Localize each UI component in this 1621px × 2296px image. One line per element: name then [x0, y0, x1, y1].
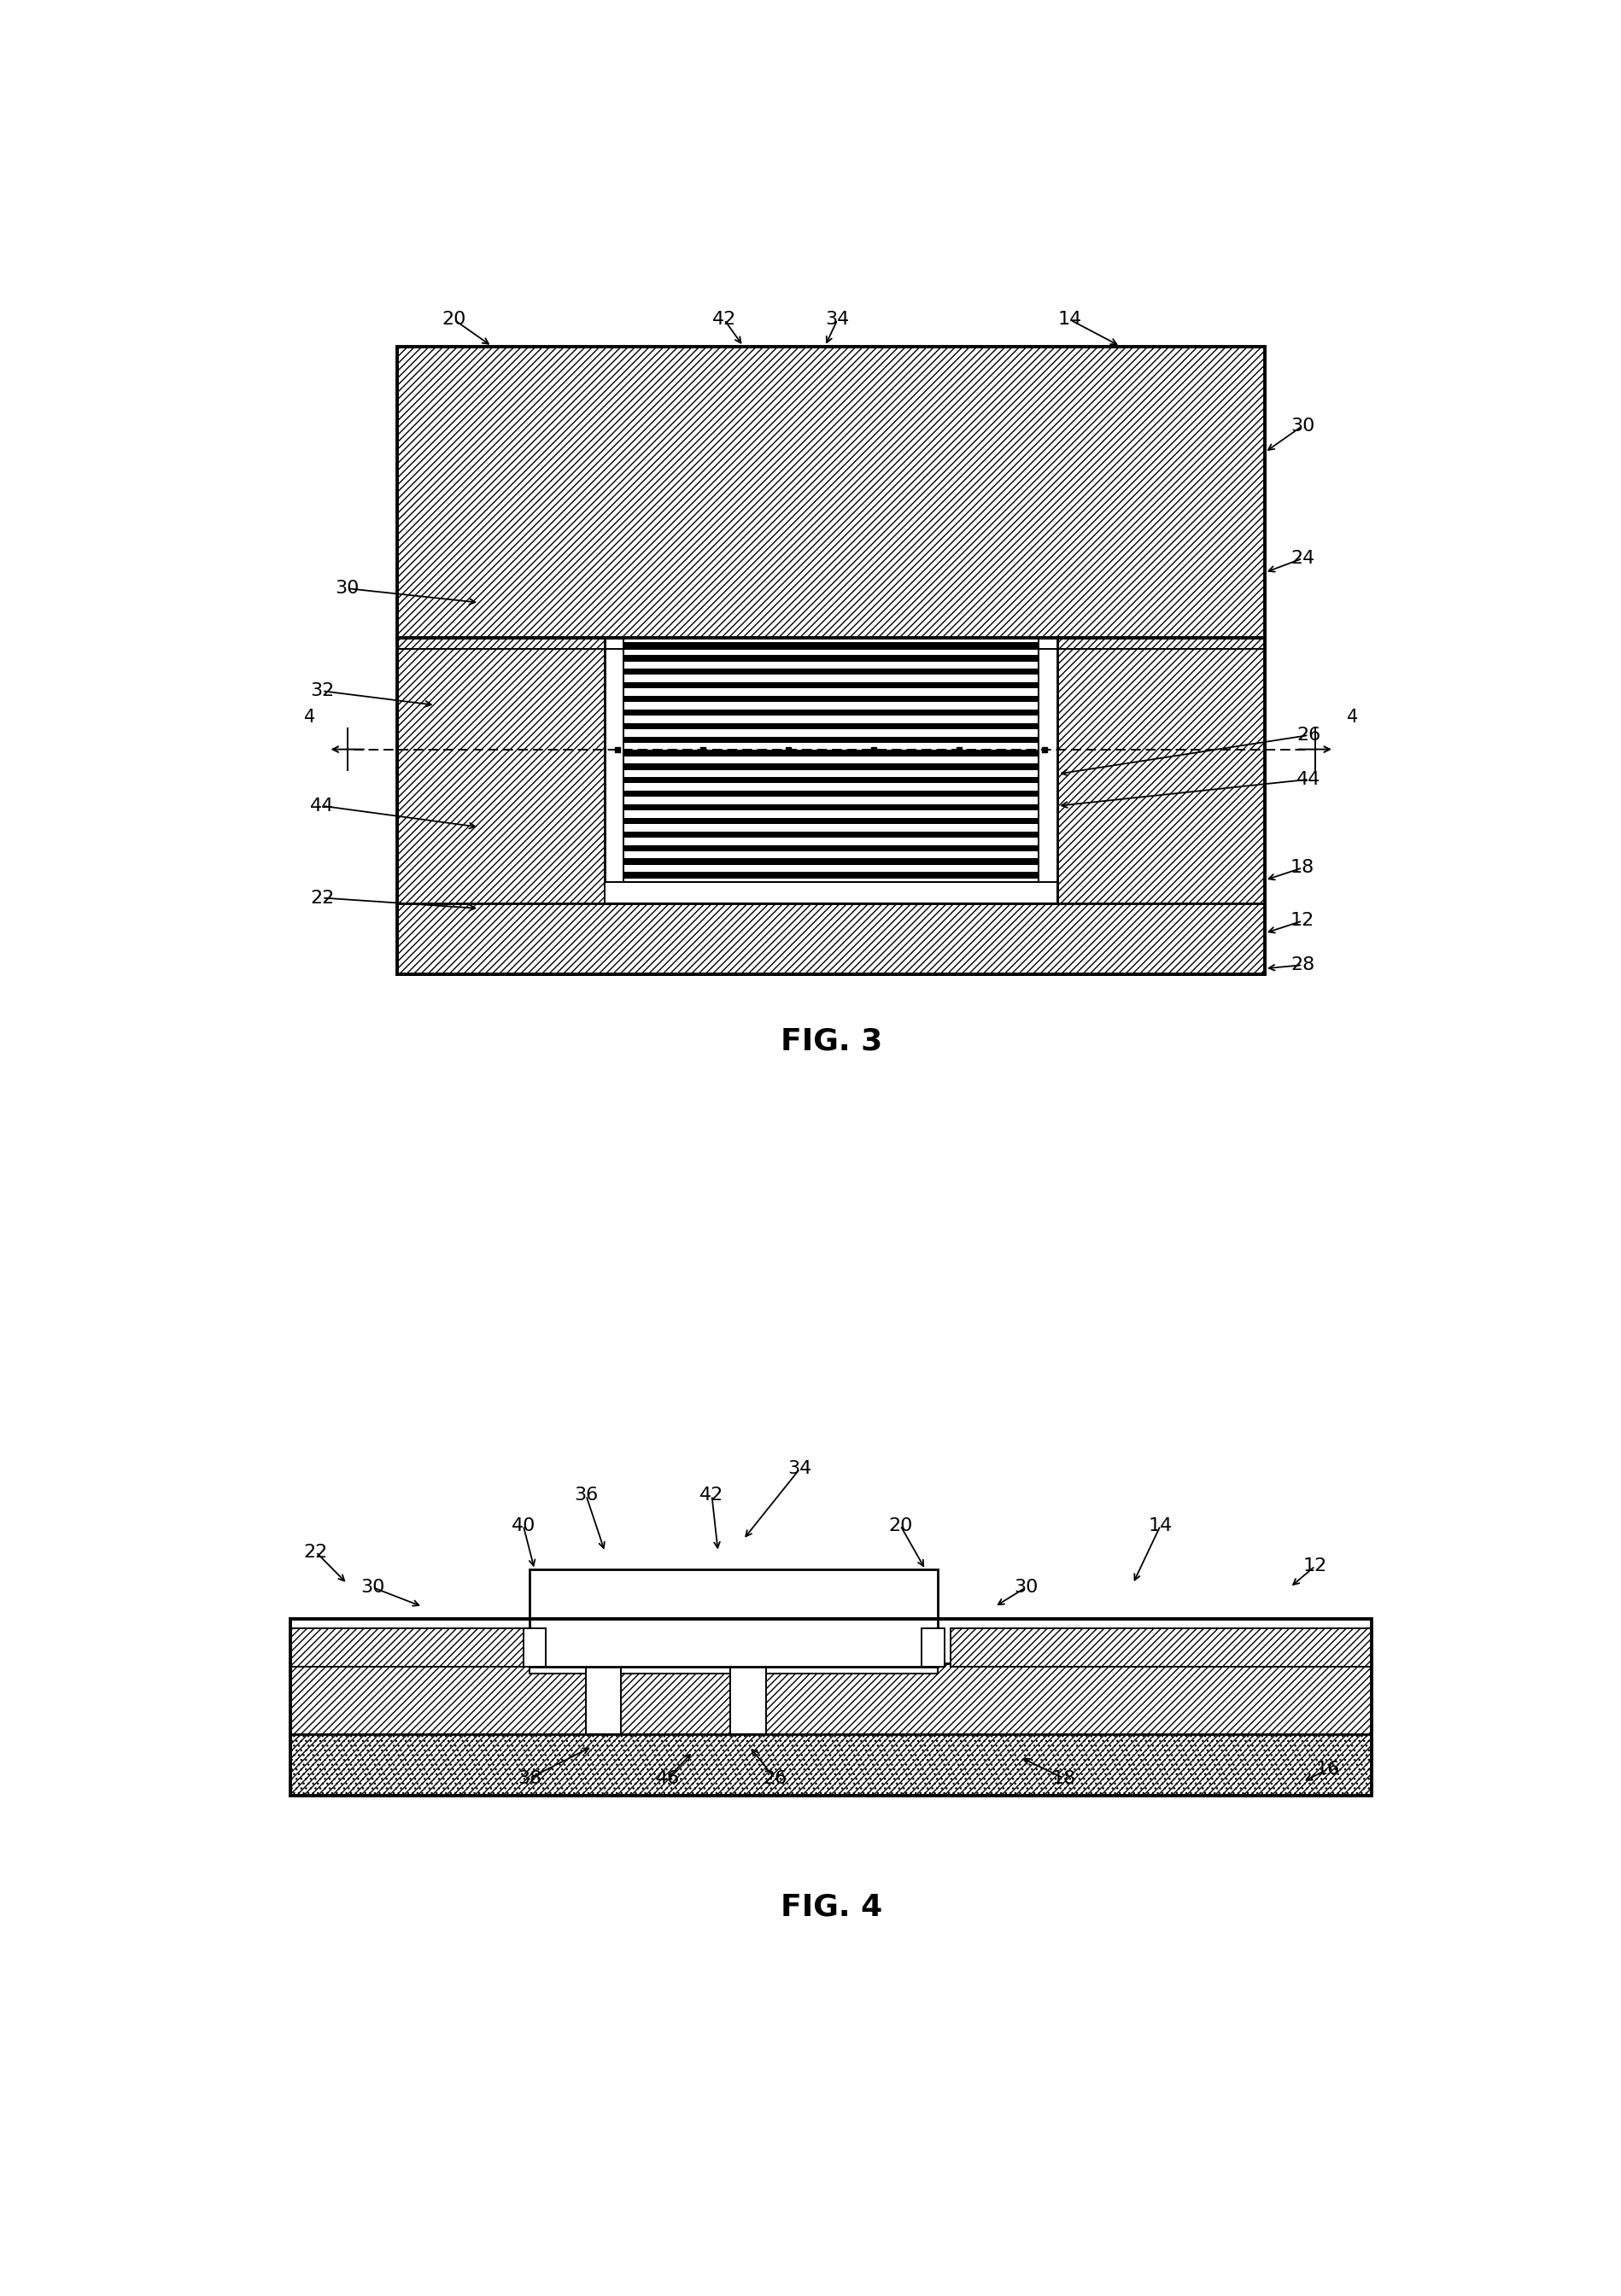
Text: 26: 26 — [762, 1770, 786, 1786]
Bar — [624, 831, 1037, 838]
Text: FIG. 4: FIG. 4 — [780, 1892, 882, 1922]
Text: 16: 16 — [1315, 1761, 1339, 1777]
Text: 12: 12 — [1290, 912, 1315, 930]
Text: 4: 4 — [1347, 709, 1358, 726]
Text: 24: 24 — [1290, 549, 1315, 567]
Bar — [624, 790, 1037, 797]
Text: 14: 14 — [1057, 312, 1081, 328]
Bar — [624, 765, 1037, 769]
Bar — [585, 1667, 621, 1733]
Text: 26: 26 — [1297, 726, 1319, 744]
Bar — [290, 1729, 1371, 1795]
Bar — [950, 1628, 1371, 1667]
Bar — [624, 638, 1037, 882]
Bar — [624, 696, 1037, 703]
Text: 12: 12 — [1302, 1557, 1326, 1575]
Bar — [530, 1570, 937, 1667]
Bar — [624, 654, 1037, 661]
Bar — [624, 638, 1037, 882]
Bar — [397, 347, 1264, 974]
Bar — [624, 804, 1037, 810]
Text: 28: 28 — [1290, 957, 1315, 974]
Text: 18: 18 — [1050, 1770, 1075, 1786]
Text: 40: 40 — [511, 1518, 535, 1534]
Text: 30: 30 — [336, 581, 360, 597]
Bar — [921, 1628, 943, 1667]
Text: 30: 30 — [1013, 1580, 1037, 1596]
Bar — [624, 751, 1037, 755]
Bar — [624, 723, 1037, 730]
Text: 32: 32 — [310, 682, 334, 700]
Text: 44: 44 — [310, 797, 334, 815]
Bar — [729, 1667, 765, 1733]
Text: 22: 22 — [310, 889, 334, 907]
Text: 18: 18 — [1290, 859, 1315, 877]
Bar — [624, 778, 1037, 783]
Text: 44: 44 — [1297, 771, 1319, 788]
Bar — [1057, 638, 1264, 974]
Bar — [624, 668, 1037, 675]
Text: 30: 30 — [1290, 418, 1315, 434]
Bar — [624, 682, 1037, 689]
Text: 20: 20 — [888, 1518, 913, 1534]
Bar — [624, 845, 1037, 852]
Bar — [290, 1628, 530, 1667]
Bar — [397, 902, 1264, 974]
Text: 46: 46 — [655, 1770, 679, 1786]
Text: 38: 38 — [517, 1770, 541, 1786]
Text: 20: 20 — [443, 312, 465, 328]
Bar — [524, 1628, 546, 1667]
Bar — [605, 882, 1057, 902]
Text: 14: 14 — [1148, 1518, 1172, 1534]
Text: 4: 4 — [303, 709, 314, 726]
Text: 42: 42 — [699, 1488, 723, 1504]
Text: 34: 34 — [788, 1460, 812, 1476]
Text: 34: 34 — [825, 312, 849, 328]
Bar — [624, 872, 1037, 877]
Text: 30: 30 — [360, 1580, 384, 1596]
Bar — [290, 1662, 1371, 1733]
Bar — [624, 641, 1037, 647]
Bar — [624, 859, 1037, 866]
Bar — [397, 638, 605, 974]
Bar — [624, 737, 1037, 742]
Bar — [624, 817, 1037, 824]
Text: 36: 36 — [574, 1488, 598, 1504]
Text: 42: 42 — [712, 312, 736, 328]
Bar — [624, 709, 1037, 716]
Bar — [397, 347, 1264, 638]
Bar — [530, 1662, 937, 1674]
Bar — [290, 1729, 1371, 1795]
Bar — [290, 1619, 1371, 1795]
Text: 22: 22 — [303, 1543, 327, 1561]
Bar — [605, 638, 1057, 902]
Text: FIG. 3: FIG. 3 — [780, 1026, 882, 1056]
